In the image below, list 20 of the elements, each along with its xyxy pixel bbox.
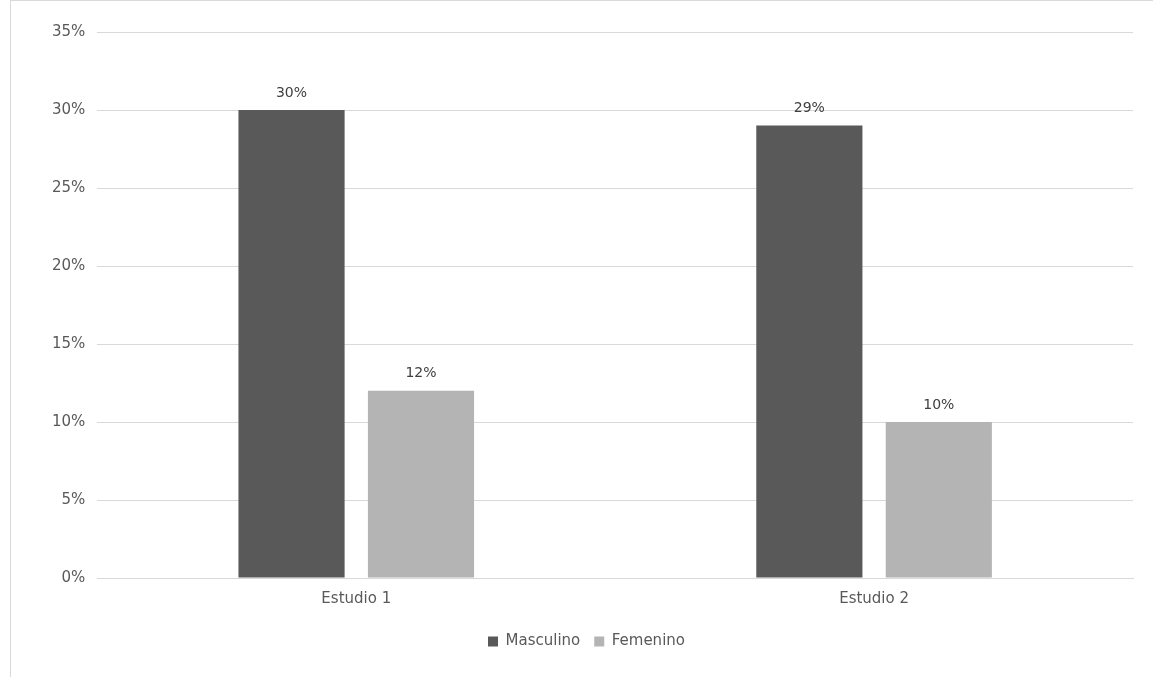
legend-label: Femenino bbox=[611, 631, 685, 650]
bar bbox=[367, 390, 475, 578]
data-label: 30% bbox=[275, 83, 308, 100]
bar bbox=[238, 110, 345, 578]
y-tick-label: 15% bbox=[52, 333, 86, 352]
data-label: 12% bbox=[405, 364, 437, 381]
x-tick-label: Estudio 2 bbox=[839, 588, 910, 607]
bar bbox=[885, 422, 992, 578]
y-tick-label: 20% bbox=[52, 255, 86, 274]
y-tick-label: 0% bbox=[61, 567, 86, 586]
data-label: 29% bbox=[793, 99, 825, 116]
legend-label: Masculino bbox=[505, 631, 581, 650]
y-tick-label: 30% bbox=[52, 99, 86, 118]
x-tick-label: Estudio 1 bbox=[321, 588, 392, 607]
y-tick-label: 25% bbox=[52, 177, 86, 196]
bar bbox=[756, 125, 863, 578]
y-tick-label: 10% bbox=[52, 411, 86, 430]
data-label: 10% bbox=[923, 395, 955, 412]
y-tick-label: 35% bbox=[52, 21, 86, 40]
y-tick-label: 5% bbox=[61, 489, 86, 508]
